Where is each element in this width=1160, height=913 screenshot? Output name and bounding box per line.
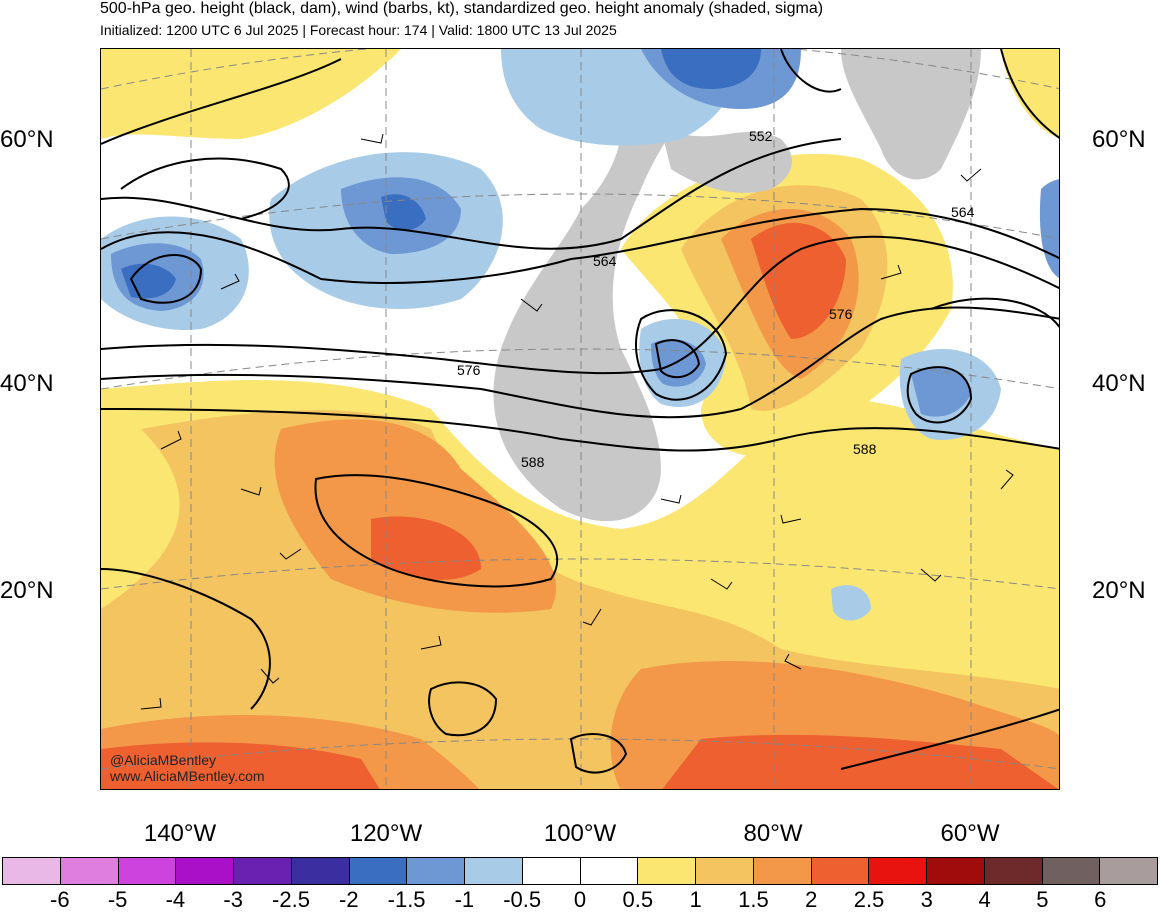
lon-label-120w: 120°W: [349, 820, 423, 847]
lat-label-right-40: 40°N: [1092, 370, 1146, 397]
colorbar-tick-label: -5: [107, 887, 128, 912]
colorbar-tick-label: 6: [1094, 887, 1107, 912]
lon-label-60w: 60°W: [940, 820, 1000, 847]
colorbar-swatch: [1042, 858, 1101, 884]
colorbar-swatch: [465, 858, 523, 884]
colorbar-tick-label: 1.5: [738, 887, 769, 912]
contour-label: 588: [853, 441, 877, 457]
contour-label: 552: [749, 128, 773, 144]
lat-label-left-60: 60°N: [0, 126, 54, 153]
colorbar-swatch: [522, 858, 581, 884]
wind-barbs: [140, 133, 1014, 710]
colorbar-swatch: [753, 858, 812, 884]
lat-label-right-60: 60°N: [1092, 126, 1146, 153]
colorbar-swatch: [3, 858, 61, 884]
weather-map: 552 564 564 576 576 588 588: [100, 48, 1060, 790]
colorbar-swatch: [696, 858, 754, 884]
contour-label: 564: [951, 204, 975, 220]
colorbar-tick-label: -1.5: [387, 887, 426, 912]
colorbar-swatch: [349, 858, 408, 884]
colorbar-swatch: [638, 858, 696, 884]
colorbar-swatch: [869, 858, 927, 884]
colorbar-swatch: [176, 858, 234, 884]
contour-label: 588: [521, 454, 545, 470]
height-contour: [101, 138, 842, 250]
colorbar-swatch: [984, 858, 1043, 884]
colorbar-tick-label: -4: [165, 887, 186, 912]
colorbar-swatch: [811, 858, 870, 884]
colorbar-tick-label: -1: [454, 887, 475, 912]
contour-label: 564: [593, 253, 617, 269]
colorbar-tick-label: 1: [689, 887, 702, 912]
colorbar-tick-label: 0.5: [622, 887, 654, 912]
colorbar-tick-label: 4: [978, 887, 991, 912]
colorbar-swatch: [118, 858, 177, 884]
colorbar-tick-label: -3: [223, 887, 243, 912]
colorbar-tick-label: 5: [1036, 887, 1049, 912]
colorbar-swatch: [927, 858, 985, 884]
colorbar-tick-label: -6: [50, 887, 70, 912]
contour-label: 576: [829, 306, 853, 322]
colorbar-tick-label: -0.5: [503, 887, 542, 912]
colorbar-tick-label: -2.5: [272, 887, 310, 912]
colorbar-swatch: [407, 858, 465, 884]
colorbar-tick-label: 2.5: [853, 887, 885, 912]
map-subtitle: Initialized: 1200 UTC 6 Jul 2025 | Forec…: [100, 22, 617, 38]
colorbar-tick-label: 0: [573, 887, 587, 912]
colorbar-swatch: [291, 858, 350, 884]
colorbar-tick-label: -2: [339, 887, 359, 912]
colorbar-tick-label: 3: [920, 887, 933, 912]
colorbar-tick-label: 2: [805, 887, 818, 912]
credit-handle: @AliciaMBentley: [110, 752, 217, 768]
lon-label-80w: 80°W: [743, 820, 803, 847]
land-mass: [361, 49, 741, 522]
colorbar-swatch: [1100, 858, 1157, 884]
lat-label-left-20: 20°N: [0, 577, 54, 604]
colorbar-swatch: [234, 858, 292, 884]
map-title: 500-hPa geo. height (black, dam), wind (…: [100, 0, 824, 17]
contour-label: 576: [457, 362, 481, 378]
lon-label-100w: 100°W: [543, 820, 617, 847]
lon-label-140w: 140°W: [143, 820, 217, 847]
anomaly-colorbar: [2, 857, 1158, 885]
lat-label-right-20: 20°N: [1092, 577, 1146, 604]
map-graphic: 552 564 564 576 576 588 588: [101, 49, 1059, 789]
colorbar-swatch: [60, 858, 119, 884]
credit-url[interactable]: www.AliciaMBentley.com: [110, 768, 265, 784]
lat-label-left-40: 40°N: [0, 370, 54, 397]
colorbar-swatch: [580, 858, 639, 884]
